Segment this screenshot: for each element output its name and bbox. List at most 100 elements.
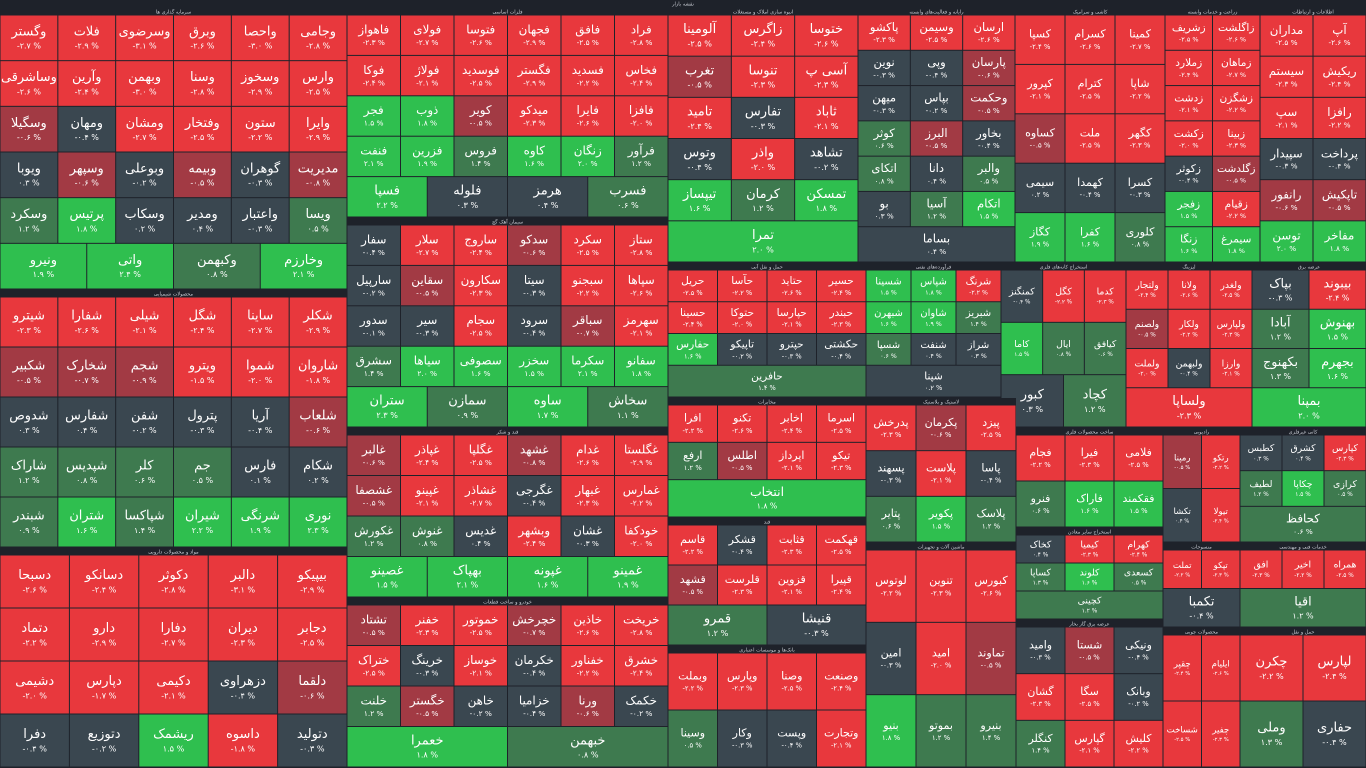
stock-symbol: آپ [1332, 22, 1347, 37]
stock-symbol: کاما [1014, 339, 1030, 350]
stock-symbol: رافزا [1327, 105, 1351, 120]
stock-symbol: فلات [74, 25, 100, 40]
stock-change: ۰.۸ % [206, 269, 228, 279]
stock-tile [963, 86, 1015, 121]
stock-tile [1015, 163, 1065, 213]
stock-change: -۰.۴ % [1128, 653, 1149, 661]
stock-symbol: شپنا [924, 370, 943, 382]
stock-change: -۲.۴ % [363, 78, 385, 87]
stock-change: ۲.۰ % [752, 244, 774, 254]
stock-change: -۲.۲ % [682, 548, 703, 556]
stock-tile [1015, 114, 1065, 163]
stock-symbol: شاراک [11, 459, 47, 474]
stock-symbol: تمسکن [806, 187, 846, 202]
stock-tile [668, 710, 717, 767]
stock-tile [1043, 270, 1084, 322]
stock-tile [69, 555, 139, 608]
stock-tile [174, 347, 231, 397]
stock-change: -۰.۳ % [248, 224, 273, 233]
stock-symbol: خوساز [463, 653, 497, 668]
stock-tile [1126, 349, 1168, 388]
stock-tile [561, 476, 614, 516]
stock-tile [427, 557, 507, 597]
stock-change: -۰.۲ % [92, 743, 117, 753]
stock-change: ۰.۹ % [18, 526, 40, 535]
stock-symbol: دتوزیع [88, 727, 121, 742]
stock-tile [508, 177, 588, 217]
stock-tile [1213, 50, 1260, 86]
stock-tile [401, 476, 454, 516]
stock-symbol: وبملت [678, 670, 707, 683]
stock-symbol: سبجنو [571, 273, 603, 288]
stock-change: -۰.۲ % [1128, 700, 1149, 708]
stock-symbol: سمازن [448, 393, 486, 408]
stock-symbol: فولاژ [414, 63, 439, 78]
stock-tile [668, 365, 866, 397]
stock-change: -۲.۵ % [470, 458, 492, 467]
stock-tile [69, 714, 139, 767]
stock-symbol: سصوفی [460, 354, 502, 369]
sector-title: فرآورده‌های نفتی [916, 264, 952, 271]
stock-change: -۲.۳ % [470, 288, 492, 297]
stock-symbol: وگستر [10, 24, 46, 40]
stock-change: -۲.۶ % [782, 289, 802, 297]
stock-tile [561, 96, 614, 136]
stock-change: -۲.۳ % [751, 80, 776, 90]
stock-change: -۰.۲ % [132, 179, 157, 188]
stock-symbol: سدکو [519, 232, 548, 247]
stock-symbol: زملارد [1175, 57, 1202, 69]
stock-symbol: فارس [244, 459, 276, 474]
stock-tile [1165, 86, 1212, 121]
stock-change: -۳.۰ % [132, 87, 157, 96]
stock-change: -۲.۴ % [1213, 518, 1229, 524]
stock-tile [1001, 270, 1043, 322]
stock-tile [454, 96, 507, 136]
stock-symbol: تنوین [929, 574, 953, 587]
stock-change: -۰.۵ % [190, 179, 215, 188]
stock-change: -۲.۲ % [577, 668, 599, 677]
stock-tile [1015, 64, 1065, 114]
sector-title: رادیویی [1194, 430, 1210, 436]
stock-symbol: غگلستا [624, 442, 659, 456]
stock-change: -۲.۴ % [523, 539, 545, 548]
stock-tile [615, 96, 668, 136]
stock-change: -۲.۶ % [577, 119, 599, 128]
stock-symbol: هرمز [533, 183, 562, 198]
stock-tile [508, 55, 561, 96]
stock-tile [508, 265, 561, 306]
sector-title: محصولات چوبی [1185, 630, 1219, 636]
stock-symbol: انتخاب [750, 484, 784, 499]
stock-change: ۱.۸ % [925, 289, 942, 296]
stock-tile [58, 347, 116, 397]
stock-change: -۲.۴ % [470, 248, 492, 257]
stock-symbol: بپاس [924, 90, 948, 105]
stock-tile [0, 447, 58, 497]
stock-symbol: سخاش [608, 393, 647, 408]
sector-title: منسوجات [1191, 545, 1212, 551]
stock-symbol: وخارزم [284, 253, 323, 268]
stock-tile [58, 447, 116, 497]
stock-symbol: شکلر [302, 309, 332, 324]
stock-symbol: شیترو [12, 309, 45, 324]
stock-change: -۰.۲ % [732, 352, 752, 360]
stock-change: -۰.۴ % [1179, 177, 1199, 185]
stock-symbol: ولبهمن [1176, 358, 1203, 369]
stock-tile [116, 297, 173, 347]
stock-symbol: اتکای [871, 161, 896, 175]
stock-tile [668, 565, 717, 605]
stock-change: ۰.۳ % [970, 353, 987, 360]
stock-tile [231, 447, 289, 497]
stock-tile [1168, 309, 1210, 348]
stock-symbol: ونیکی [1125, 638, 1152, 651]
stock-change: -۲.۲ % [732, 289, 752, 297]
stock-change: ۱.۹ % [250, 526, 272, 535]
sector-title: سیمان آهک گچ [492, 219, 523, 226]
stock-change: -۲.۴ % [831, 289, 851, 297]
stock-symbol: شجم [131, 359, 159, 374]
stock-tile [911, 302, 956, 333]
stock-symbol: گوهران [240, 161, 281, 177]
stock-symbol: سلار [415, 232, 439, 247]
stock-symbol: مداران [1270, 23, 1303, 38]
stock-tile [58, 106, 116, 152]
stock-symbol: بساما [923, 232, 950, 246]
